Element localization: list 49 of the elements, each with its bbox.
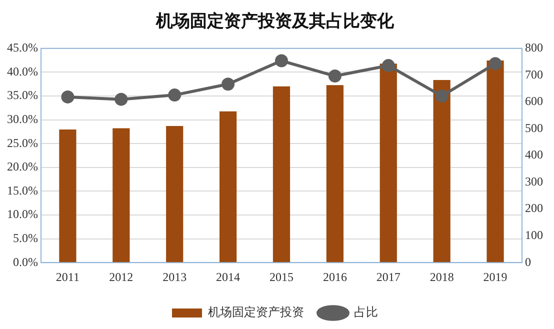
x-tick-label: 2011 xyxy=(56,270,80,284)
bar xyxy=(486,60,504,263)
y2-tick-label: 700 xyxy=(525,67,543,82)
y-tick-label: 25.0% xyxy=(6,136,38,150)
y2-tick-label: 400 xyxy=(525,148,543,162)
point xyxy=(328,70,342,83)
x-tick-label: 2019 xyxy=(483,270,508,284)
x-tick-label: 2018 xyxy=(430,270,454,284)
y2-tick-label: 200 xyxy=(525,201,543,216)
y2-tick-label: 300 xyxy=(525,174,543,188)
bar xyxy=(433,80,450,263)
legend-label: 机场固定资产投资 xyxy=(208,305,304,320)
y-tick-label: 15.0% xyxy=(6,183,38,198)
y-tick-label: 20.0% xyxy=(6,160,38,174)
x-tick-label: 2017 xyxy=(376,270,400,284)
y2-tick-label: 600 xyxy=(525,94,543,108)
y-tick-label: 40.0% xyxy=(6,64,38,78)
bar xyxy=(166,126,184,263)
y-tick-label: 45.0% xyxy=(6,40,38,55)
x-tick-label: 2012 xyxy=(109,270,134,284)
bar xyxy=(112,128,130,263)
y2-tick-label: 0 xyxy=(525,254,531,269)
bar xyxy=(220,111,237,263)
point xyxy=(114,92,128,106)
bar xyxy=(59,130,76,263)
point xyxy=(168,88,182,102)
y-tick-label: 10.0% xyxy=(6,207,38,222)
y-tick-label: 5.0% xyxy=(12,230,38,245)
x-tick-label: 2015 xyxy=(270,270,294,284)
bar xyxy=(380,64,397,263)
bar xyxy=(326,85,344,263)
point xyxy=(275,54,288,68)
y-tick-label: 0.0% xyxy=(12,254,38,269)
y-tick-label: 30.0% xyxy=(6,112,38,126)
y2-tick-label: 800 xyxy=(525,40,543,55)
y-tick-label: 35.0% xyxy=(6,88,38,102)
point xyxy=(61,90,74,104)
x-tick-label: 2013 xyxy=(162,270,187,284)
chart-title: 机场固定资产投资及其占比变化 xyxy=(155,12,395,32)
y2-tick-label: 500 xyxy=(525,120,543,135)
x-tick-label: 2014 xyxy=(216,270,240,284)
point xyxy=(382,59,395,72)
point xyxy=(488,57,502,70)
point xyxy=(222,78,235,91)
bar xyxy=(272,86,290,263)
y2-tick-label: 100 xyxy=(525,228,543,242)
legend-label: 占比 xyxy=(354,305,378,320)
x-tick-label: 2016 xyxy=(322,270,347,284)
point xyxy=(435,90,448,102)
